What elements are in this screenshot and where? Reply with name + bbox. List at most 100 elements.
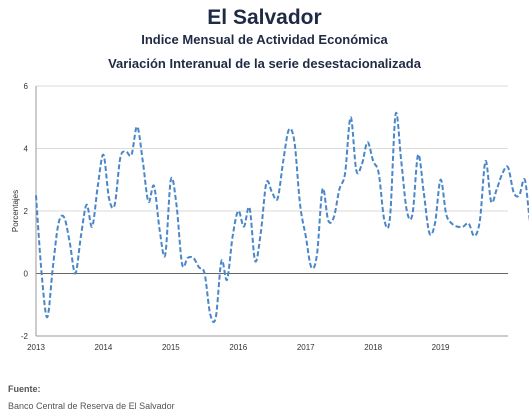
data-point-86 xyxy=(518,194,520,196)
chart-subtitle-secondary: Variación Interanual de la serie desesta… xyxy=(108,56,421,71)
data-point-33 xyxy=(220,260,222,262)
data-point-24 xyxy=(170,179,172,181)
data-point-62 xyxy=(383,219,385,221)
data-point-11 xyxy=(97,185,99,187)
data-point-10 xyxy=(91,225,93,227)
data-point-29 xyxy=(198,266,200,268)
data-point-2 xyxy=(46,316,48,318)
data-point-75 xyxy=(456,225,458,227)
data-point-12 xyxy=(102,154,104,156)
data-point-82 xyxy=(496,188,498,190)
data-point-20 xyxy=(147,200,149,202)
data-point-18 xyxy=(136,125,138,127)
data-point-87 xyxy=(524,179,526,181)
data-point-34 xyxy=(226,279,228,281)
data-point-22 xyxy=(158,229,160,231)
data-point-65 xyxy=(400,160,402,162)
data-point-68 xyxy=(417,154,419,156)
x-tick-label-2013: 2013 xyxy=(27,343,45,352)
x-tick-label-2019: 2019 xyxy=(432,343,450,352)
data-point-45 xyxy=(288,129,290,131)
data-point-13 xyxy=(108,197,110,199)
data-point-69 xyxy=(423,191,425,193)
y-tick-label-4: 4 xyxy=(24,145,29,154)
data-point-73 xyxy=(445,213,447,215)
data-point-30 xyxy=(203,272,205,274)
data-point-42 xyxy=(271,191,273,193)
data-point-46 xyxy=(293,141,295,143)
axes: -2 0 2 4 6 Porcentajes 2013 2014 2015 2016 2017 201… xyxy=(11,82,508,352)
data-point-64 xyxy=(394,113,396,115)
chart-subtitle: Indice Mensual de Actividad Económica xyxy=(141,32,388,47)
data-point-3 xyxy=(52,266,54,268)
x-tick-label-2017: 2017 xyxy=(297,343,315,352)
data-point-84 xyxy=(507,166,509,168)
series-group xyxy=(35,111,529,324)
data-point-27 xyxy=(187,257,189,259)
data-point-1 xyxy=(40,272,42,274)
data-point-58 xyxy=(361,163,363,165)
data-point-32 xyxy=(215,316,217,318)
data-point-80 xyxy=(484,160,486,162)
data-point-85 xyxy=(512,191,514,193)
data-point-39 xyxy=(254,260,256,262)
data-point-25 xyxy=(175,204,177,206)
data-point-56 xyxy=(349,116,351,118)
data-point-83 xyxy=(501,172,503,174)
data-point-47 xyxy=(299,204,301,206)
data-point-77 xyxy=(467,222,469,224)
data-point-61 xyxy=(378,172,380,174)
data-point-31 xyxy=(209,313,211,315)
x-tick-label-2018: 2018 xyxy=(364,343,382,352)
data-point-53 xyxy=(333,216,335,218)
data-point-16 xyxy=(125,150,127,152)
data-point-40 xyxy=(260,232,262,234)
data-point-67 xyxy=(411,213,413,215)
source-text: Banco Central de Reserva de El Salvador xyxy=(8,401,175,411)
data-point-21 xyxy=(153,185,155,187)
y-axis-label: Porcentajes xyxy=(11,190,20,232)
data-point-71 xyxy=(434,222,436,224)
data-point-15 xyxy=(119,157,121,159)
data-point-50 xyxy=(316,254,318,256)
data-point-48 xyxy=(305,235,307,237)
data-point-54 xyxy=(338,188,340,190)
data-point-78 xyxy=(473,235,475,237)
data-point-63 xyxy=(389,216,391,218)
data-point-66 xyxy=(406,210,408,212)
data-point-55 xyxy=(344,172,346,174)
series-line xyxy=(35,111,529,324)
data-point-76 xyxy=(462,225,464,227)
data-point-79 xyxy=(479,219,481,221)
chart-title: El Salvador xyxy=(207,6,322,29)
data-point-0 xyxy=(35,194,37,196)
x-tick-label-2016: 2016 xyxy=(229,343,247,352)
data-point-7 xyxy=(74,272,76,274)
y-tick-label--2: -2 xyxy=(21,332,29,341)
data-point-72 xyxy=(439,179,441,181)
y-tick-label-6: 6 xyxy=(24,82,29,91)
source-label: Fuente: xyxy=(8,384,41,394)
data-point-81 xyxy=(490,200,492,202)
x-tick-label-2015: 2015 xyxy=(162,343,180,352)
data-point-14 xyxy=(113,204,115,206)
data-point-8 xyxy=(80,235,82,237)
y-tick-label-2: 2 xyxy=(24,207,29,216)
data-point-5 xyxy=(63,216,65,218)
data-point-51 xyxy=(321,188,323,190)
data-point-70 xyxy=(428,232,430,234)
data-point-38 xyxy=(248,207,250,209)
data-point-9 xyxy=(85,204,87,206)
data-point-52 xyxy=(327,219,329,221)
data-point-41 xyxy=(265,182,267,184)
data-point-19 xyxy=(142,160,144,162)
data-point-35 xyxy=(231,235,233,237)
data-point-6 xyxy=(69,241,71,243)
data-point-49 xyxy=(310,266,312,268)
data-point-17 xyxy=(130,154,132,156)
y-tick-label-0: 0 xyxy=(24,270,29,279)
data-point-59 xyxy=(366,141,368,143)
data-point-36 xyxy=(237,210,239,212)
